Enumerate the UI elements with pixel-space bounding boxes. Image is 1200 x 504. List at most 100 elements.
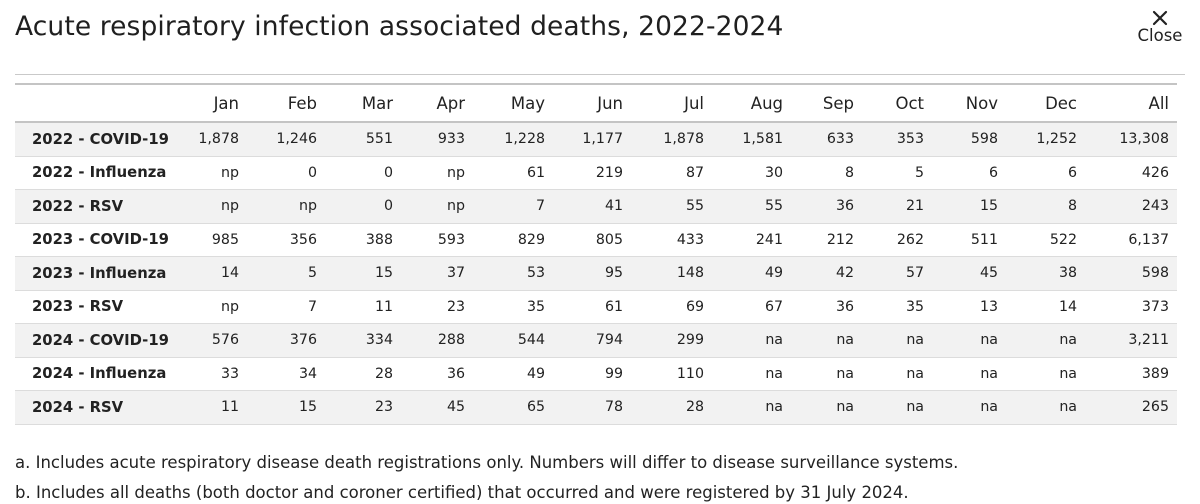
table-cell: 522: [1006, 223, 1085, 257]
table-cell: 243: [1085, 189, 1177, 224]
column-header-all: All: [1085, 83, 1177, 123]
table-cell: 433: [631, 223, 712, 257]
table-cell: 34: [247, 357, 325, 391]
table-cell: 21: [862, 189, 932, 224]
table-cell: na: [791, 390, 862, 425]
footnote-b: b. Includes all deaths (both doctor and …: [15, 483, 909, 502]
table-cell: 933: [401, 122, 473, 157]
table-cell: na: [791, 357, 862, 391]
table-cell: 30: [712, 156, 791, 190]
table-cell: 15: [325, 256, 401, 291]
row-label: 2022 - Influenza: [15, 156, 167, 190]
table-cell: 0: [247, 156, 325, 190]
table-row: 2024 - RSV 11 15 23 45 65 78 28 na na na na na 265: [15, 390, 1177, 425]
close-label[interactable]: Close: [1137, 26, 1183, 45]
row-label: 2023 - RSV: [15, 290, 167, 324]
table-cell: 23: [401, 290, 473, 324]
column-header-nov: Nov: [932, 83, 1006, 123]
table-cell: np: [167, 290, 247, 324]
table-cell: 1,878: [631, 122, 712, 157]
table-cell: 1,246: [247, 122, 325, 157]
table-cell: 99: [553, 357, 631, 391]
table-cell: na: [712, 390, 791, 425]
table-cell: np: [167, 156, 247, 190]
close-icon[interactable]: [1152, 10, 1168, 26]
table-cell: 598: [1085, 256, 1177, 291]
table-cell: 551: [325, 122, 401, 157]
row-label: 2022 - COVID-19: [15, 122, 169, 157]
table-cell: 110: [631, 357, 712, 391]
table-cell: 1,252: [1006, 122, 1085, 157]
table-cell: 45: [932, 256, 1006, 291]
row-label: 2024 - COVID-19: [15, 323, 169, 358]
column-header-jul: Jul: [631, 83, 712, 123]
table-cell: 805: [553, 223, 631, 257]
table-cell: 6: [1006, 156, 1085, 190]
table-cell: 388: [325, 223, 401, 257]
column-header-label: [15, 83, 167, 123]
table-cell: 36: [791, 290, 862, 324]
table-cell: 23: [325, 390, 401, 425]
table-cell: 14: [167, 256, 247, 291]
row-label: 2023 - COVID-19: [15, 223, 169, 257]
table-cell: 57: [862, 256, 932, 291]
table-cell: 28: [325, 357, 401, 391]
table-cell: na: [1006, 323, 1085, 358]
table-cell: 376: [247, 323, 325, 358]
table-cell: na: [1006, 390, 1085, 425]
table-row: 2023 - RSV np 7 11 23 35 61 69 67 36 35 13 14 373: [15, 290, 1177, 324]
table-cell: 262: [862, 223, 932, 257]
table-cell: 13: [932, 290, 1006, 324]
table-cell: 299: [631, 323, 712, 358]
table-cell: 373: [1085, 290, 1177, 324]
table-cell: na: [712, 323, 791, 358]
table-cell: 13,308: [1085, 122, 1177, 157]
table-cell: 3,211: [1085, 323, 1177, 358]
table-cell: 794: [553, 323, 631, 358]
table-cell: 11: [167, 390, 247, 425]
table-cell: 389: [1085, 357, 1177, 391]
table-cell: 593: [401, 223, 473, 257]
table-cell: 985: [167, 223, 247, 257]
table-cell: 426: [1085, 156, 1177, 190]
table-cell: 41: [553, 189, 631, 224]
table-cell: na: [932, 390, 1006, 425]
column-header-aug: Aug: [712, 83, 791, 123]
table-cell: 1,581: [712, 122, 791, 157]
table-cell: 42: [791, 256, 862, 291]
table-cell: na: [712, 357, 791, 391]
table-cell: 1,878: [167, 122, 247, 157]
table-cell: np: [401, 156, 473, 190]
table-cell: 49: [712, 256, 791, 291]
table-cell: na: [932, 323, 1006, 358]
data-table-container: Jan Feb Mar Apr May Jun Jul Aug Sep Oct Nov Dec All …: [15, 83, 1177, 425]
table-cell: na: [791, 323, 862, 358]
table-row: 2023 - COVID-19 985 356 388 593 829 805 433 241 2…: [15, 223, 1177, 257]
table-cell: 5: [247, 256, 325, 291]
table-cell: 5: [862, 156, 932, 190]
table-cell: 219: [553, 156, 631, 190]
column-header-may: May: [473, 83, 553, 123]
table-cell: 61: [553, 290, 631, 324]
table-row: 2024 - COVID-19 576 376 334 288 544 794 299 na na…: [15, 323, 1177, 358]
table-cell: 69: [631, 290, 712, 324]
table-cell: 7: [473, 189, 553, 224]
table-cell: 8: [1006, 189, 1085, 224]
table-cell: 633: [791, 122, 862, 157]
row-label: 2022 - RSV: [15, 189, 167, 224]
table-cell: 61: [473, 156, 553, 190]
table-cell: 36: [401, 357, 473, 391]
table-cell: 544: [473, 323, 553, 358]
column-header-oct: Oct: [862, 83, 932, 123]
table-cell: np: [401, 189, 473, 224]
table-cell: na: [862, 390, 932, 425]
dialog-title: Acute respiratory infection associated d…: [15, 11, 784, 42]
table-cell: na: [862, 323, 932, 358]
table-cell: np: [247, 189, 325, 224]
table-cell: 49: [473, 357, 553, 391]
table-cell: na: [1006, 357, 1085, 391]
column-header-apr: Apr: [401, 83, 473, 123]
close-button[interactable]: Close: [1134, 6, 1186, 46]
table-cell: 38: [1006, 256, 1085, 291]
